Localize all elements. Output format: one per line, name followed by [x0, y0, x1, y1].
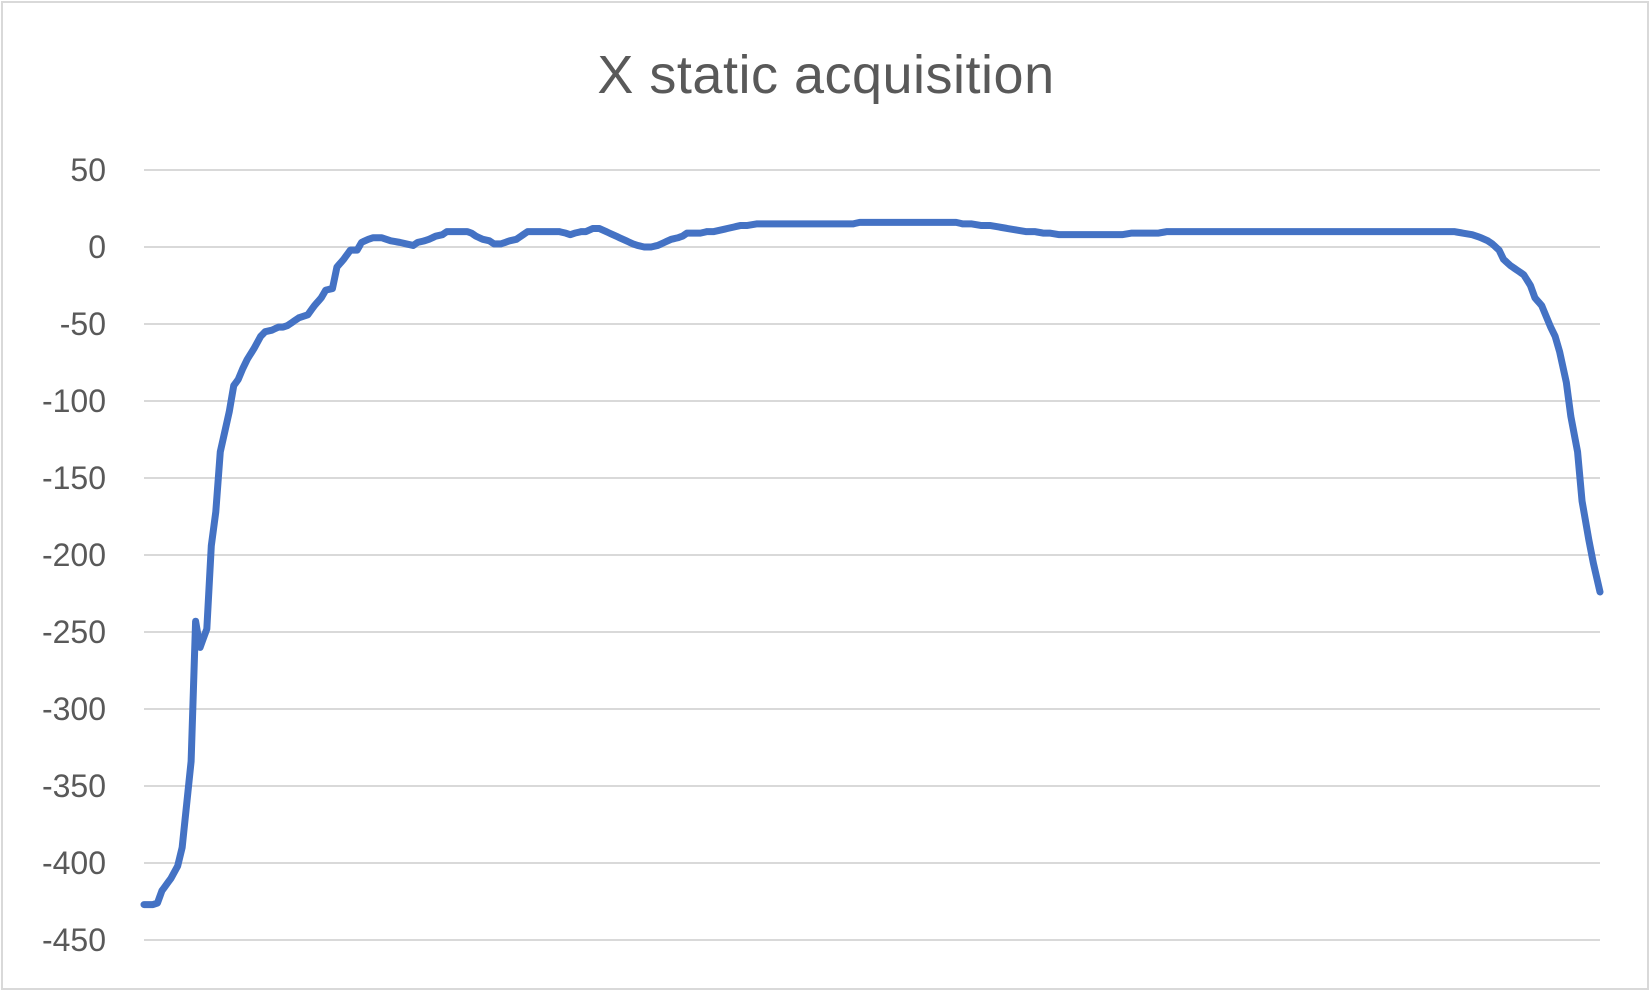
y-tick-label: -50 [60, 306, 106, 342]
y-tick-label: -100 [42, 383, 106, 419]
y-tick-label: 50 [70, 152, 106, 188]
y-tick-label: 0 [88, 229, 106, 265]
y-tick-label: -450 [42, 922, 106, 958]
y-axis-labels: 50 0 -50 -100 -150 -200 -250 -300 -350 -400 -450 [42, 152, 106, 958]
gridlines [144, 170, 1600, 940]
y-tick-label: -150 [42, 460, 106, 496]
y-tick-label: -300 [42, 691, 106, 727]
y-tick-label: -200 [42, 537, 106, 573]
y-tick-label: -250 [42, 614, 106, 650]
y-tick-label: -350 [42, 768, 106, 804]
y-tick-label: -400 [42, 845, 106, 881]
